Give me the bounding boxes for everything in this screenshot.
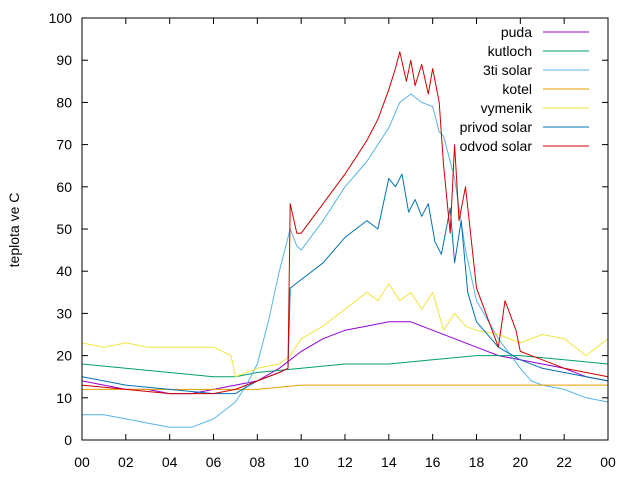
y-tick-label: 0 [64, 432, 72, 448]
y-axis-label: teplota ve C [6, 193, 22, 268]
series-line-7 [81, 51, 609, 395]
legend-item: vymenik [481, 100, 589, 116]
x-tick-label: 22 [556, 454, 572, 470]
legend-label: odvod solar [460, 138, 533, 154]
y-tick-label: 70 [56, 137, 72, 153]
legend-label: privod solar [460, 119, 533, 135]
legend-label: 3ti solar [483, 62, 532, 78]
y-tick-label: 80 [56, 94, 72, 110]
y-tick-label: 20 [56, 348, 72, 364]
x-tick-label: 16 [425, 454, 441, 470]
x-tick-label: 10 [293, 454, 309, 470]
y-tick-label: 50 [56, 221, 72, 237]
legend-label: puda [501, 24, 532, 40]
x-tick-label: 20 [513, 454, 529, 470]
legend-label: kutloch [488, 43, 532, 59]
legend-item: kutloch [488, 43, 589, 59]
y-tick-label: 90 [56, 52, 72, 68]
legend-item: odvod solar [460, 138, 589, 154]
x-tick-label: 04 [162, 454, 178, 470]
x-tick-label: 06 [206, 454, 222, 470]
legend-item: 3ti solar [483, 62, 589, 78]
x-tick-label: 12 [337, 454, 353, 470]
x-tick-label: 00 [600, 454, 616, 470]
legend-label: kotel [502, 81, 532, 97]
legend-label: vymenik [481, 100, 533, 116]
x-tick-label: 18 [469, 454, 485, 470]
y-tick-label: 30 [56, 305, 72, 321]
y-tick-label: 100 [49, 10, 73, 26]
legend-item: puda [501, 24, 589, 40]
x-tick-label: 14 [381, 454, 397, 470]
y-tick-label: 10 [56, 390, 72, 406]
x-tick-label: 02 [118, 454, 134, 470]
legend: puda kutloch 3ti solar kotel vymenik privod s… [460, 24, 589, 154]
y-tick-label: 40 [56, 263, 72, 279]
x-tick-label: 00 [74, 454, 90, 470]
legend-item: privod solar [460, 119, 589, 135]
series-layer [81, 51, 609, 428]
legend-item: kotel [502, 81, 589, 97]
y-tick-label: 60 [56, 179, 72, 195]
x-tick-label: 08 [250, 454, 266, 470]
ticks-layer: 00 02 04 06 08 10 12 14 16 18 20 22 0001020304050607… [49, 10, 616, 470]
series-line-5 [81, 283, 609, 378]
series-line-3 [82, 93, 609, 428]
